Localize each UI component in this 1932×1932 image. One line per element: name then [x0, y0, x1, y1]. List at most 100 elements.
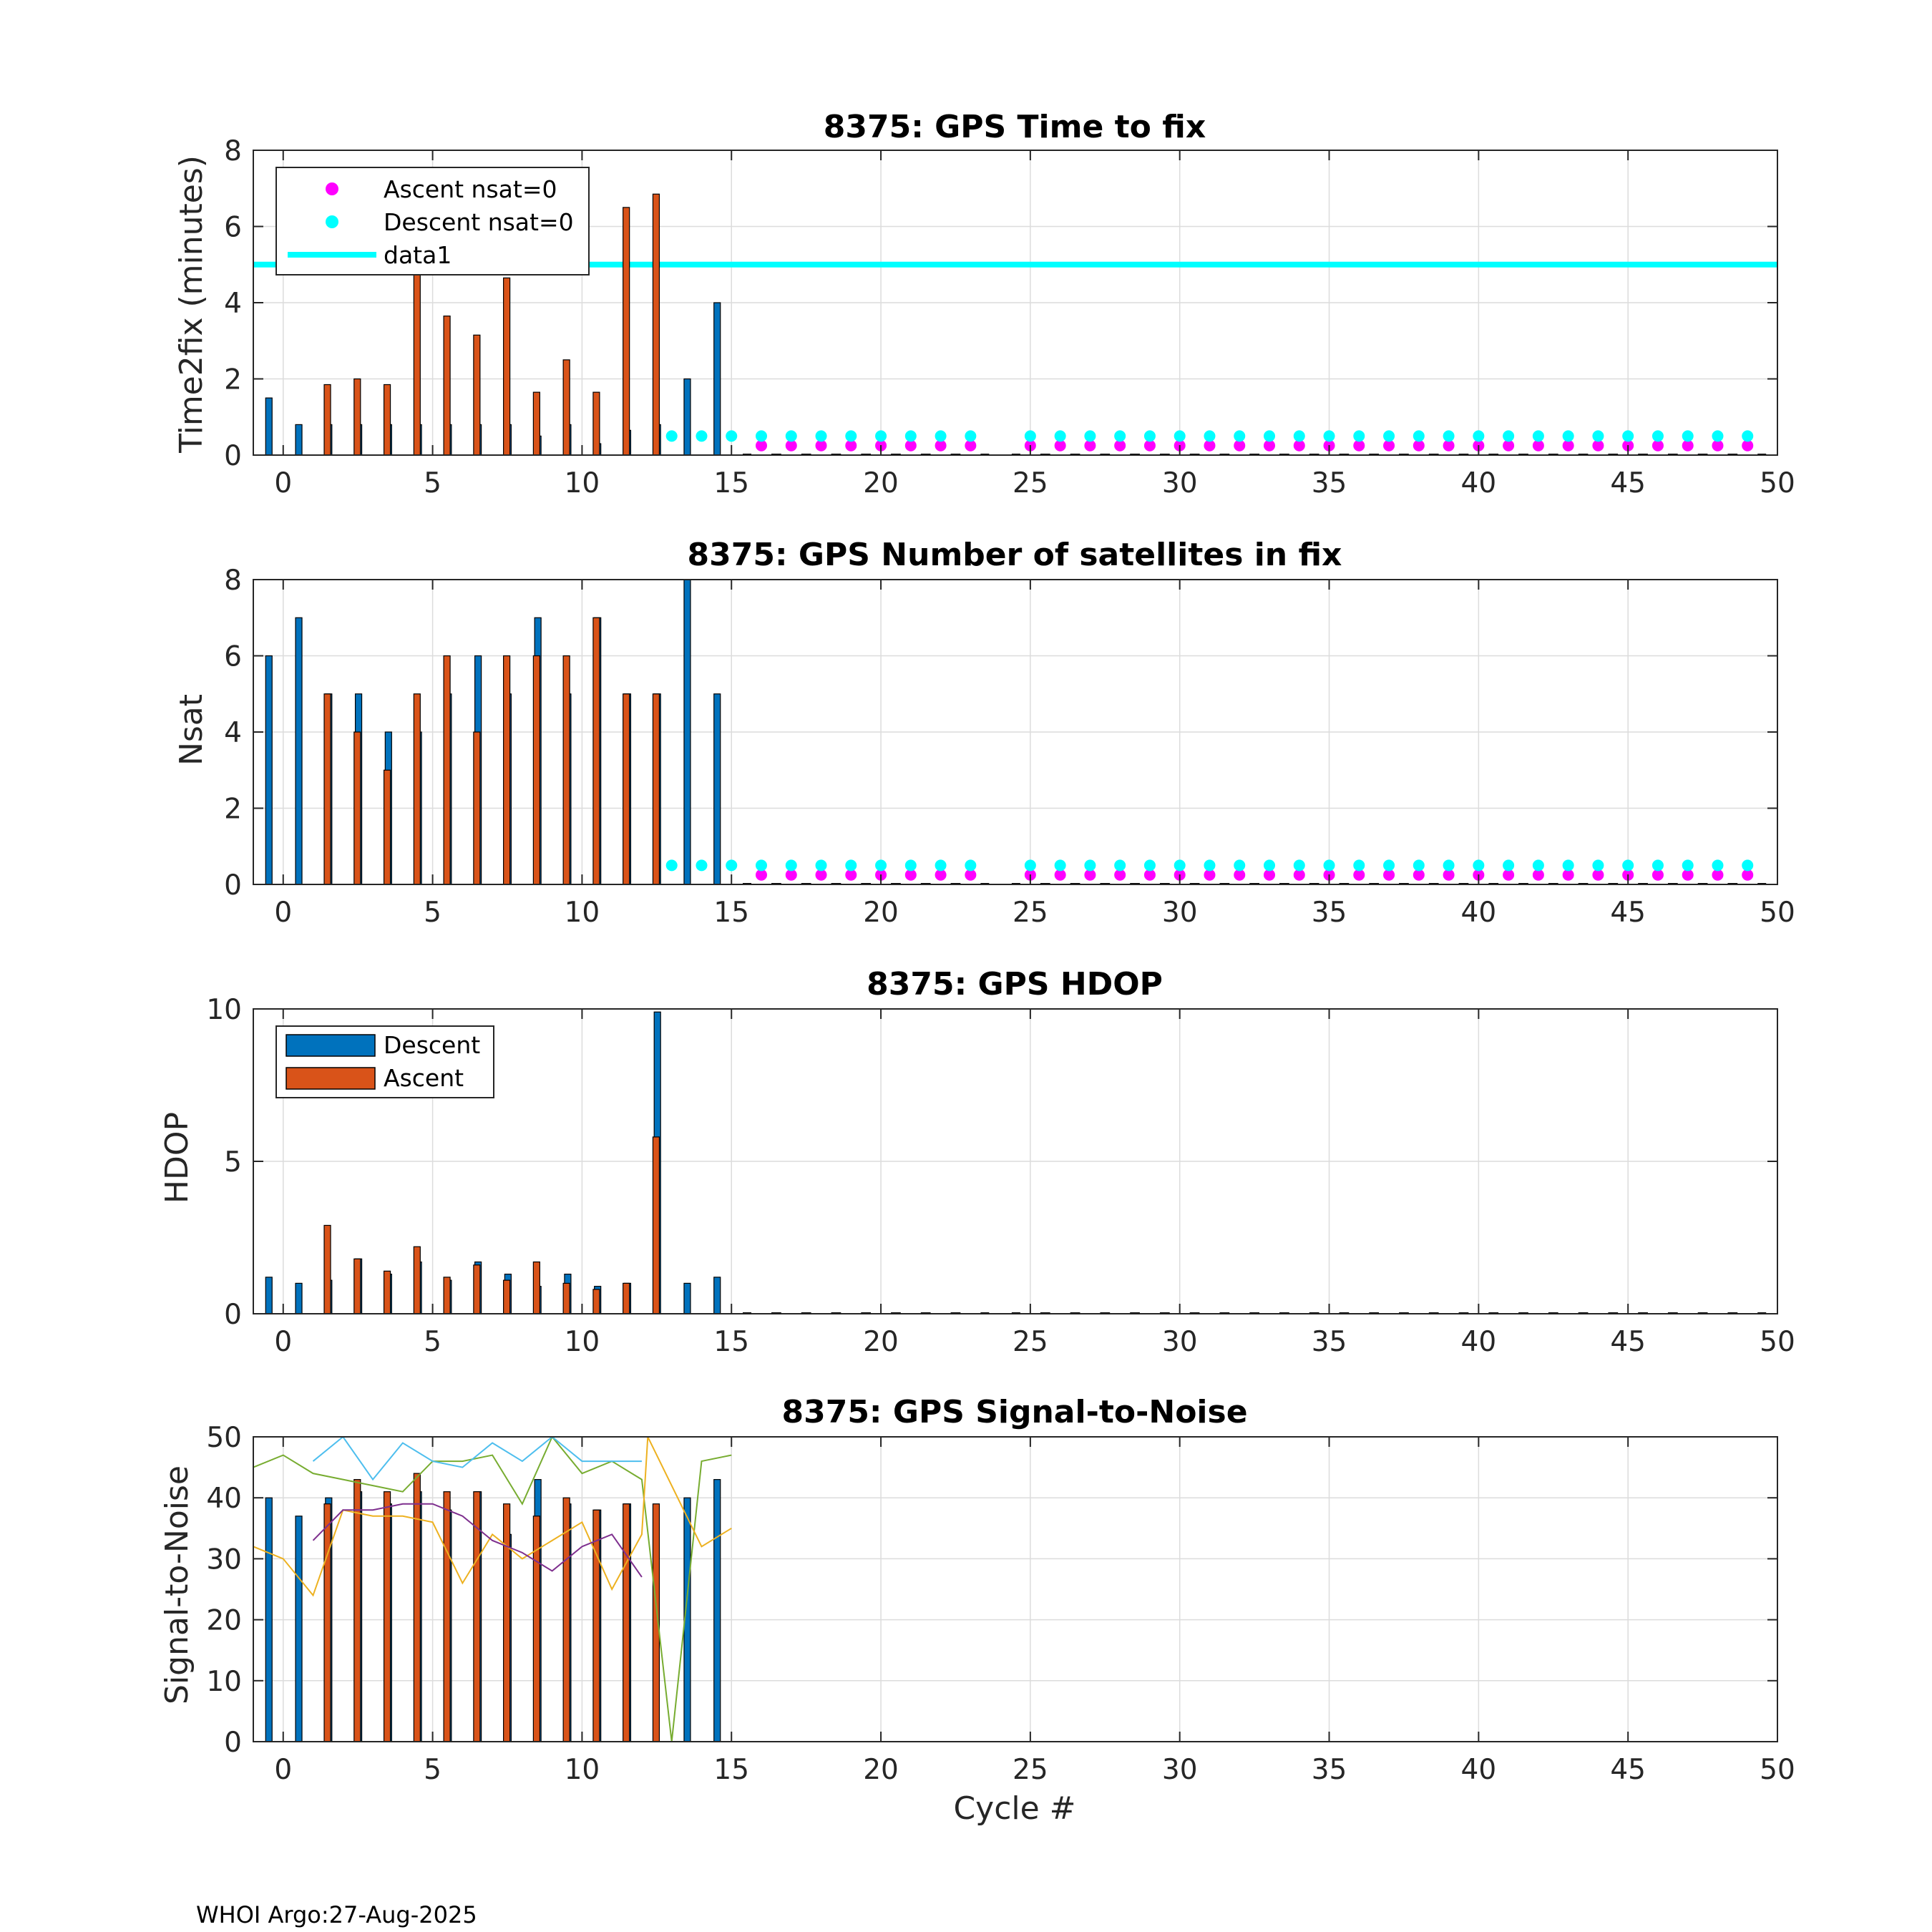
signal-to-noise-title: 8375: GPS Signal-to-Noise: [781, 1394, 1247, 1430]
cyan-marker: [726, 430, 738, 442]
magenta-marker: [1413, 439, 1425, 452]
cyan-marker: [1652, 430, 1664, 442]
ascent-bar: [353, 378, 361, 455]
cyan-marker: [1682, 430, 1694, 442]
descent-bar: [295, 617, 303, 884]
ascent-bar: [623, 207, 630, 455]
magenta-marker: [1293, 869, 1305, 881]
magenta-marker: [1143, 869, 1156, 881]
cyan-marker: [1622, 859, 1634, 872]
x-tick-label: 35: [1312, 897, 1347, 929]
x-tick-label: 40: [1461, 1326, 1497, 1358]
descent-bar: [265, 1497, 273, 1742]
descent-bar: [265, 1277, 273, 1314]
magenta-marker: [1054, 439, 1066, 452]
sn-lightblue-line: [312, 1437, 642, 1481]
ascent-bar: [562, 1282, 570, 1314]
magenta-marker: [904, 869, 917, 881]
cyan-marker: [1114, 430, 1126, 442]
cyan-marker: [785, 859, 797, 872]
x-tick-label: 10: [565, 1326, 600, 1358]
magenta-marker: [1264, 439, 1275, 452]
x-tick-label: 0: [274, 1326, 292, 1358]
magenta-marker: [1353, 869, 1365, 881]
magenta-marker: [815, 869, 827, 881]
y-tick-label: 40: [206, 1483, 242, 1515]
y-tick-label: 6: [224, 212, 242, 244]
ascent-bar: [592, 391, 600, 455]
y-tick-label: 0: [224, 1299, 242, 1331]
ascent-bar: [503, 655, 511, 884]
y-tick-label: 2: [224, 794, 242, 826]
ascent-bar: [503, 1279, 511, 1314]
sn-green-line: [253, 1437, 732, 1742]
cyan-marker: [1532, 859, 1544, 872]
plot-area: [265, 580, 1767, 884]
cyan-marker: [1712, 859, 1724, 872]
magenta-marker: [1443, 439, 1455, 452]
magenta-marker: [1264, 869, 1275, 881]
ascent-bar: [473, 731, 481, 884]
cyan-marker: [1054, 859, 1066, 872]
cyan-marker: [1712, 430, 1724, 442]
descent-bar: [683, 580, 691, 884]
cyan-marker: [1024, 859, 1036, 872]
ascent-bar: [443, 316, 451, 455]
magenta-marker: [935, 439, 947, 452]
cyan-marker: [1234, 859, 1246, 872]
magenta-marker: [1682, 439, 1694, 452]
x-tick-label: 50: [1760, 1754, 1795, 1786]
time-to-fix-ylabel: Time2fix (minutes): [173, 155, 210, 454]
ascent-bar: [623, 1282, 630, 1314]
cyan-marker: [1353, 859, 1365, 872]
x-tick-label: 10: [565, 897, 600, 929]
y-tick-label: 10: [206, 1666, 242, 1698]
magenta-marker: [1592, 439, 1604, 452]
descent-bar: [295, 1282, 303, 1314]
x-tick-label: 0: [274, 897, 292, 929]
x-tick-label: 10: [565, 467, 600, 499]
magenta-marker: [1383, 439, 1395, 452]
cyan-marker: [1443, 430, 1455, 442]
hdop-ylabel: HDOP: [159, 1112, 195, 1204]
hdop-title: 8375: GPS HDOP: [867, 966, 1163, 1002]
ascent-bar: [413, 1246, 421, 1314]
x-tick-label: 0: [274, 1754, 292, 1786]
ascent-bar: [592, 1289, 600, 1314]
cyan-marker: [1054, 430, 1066, 442]
cyan-marker: [1264, 430, 1275, 442]
magenta-marker: [756, 439, 767, 452]
x-tick-label: 20: [863, 1326, 899, 1358]
magenta-marker: [1712, 869, 1724, 881]
x-tick-label: 25: [1013, 467, 1048, 499]
x-tick-label: 30: [1162, 467, 1198, 499]
magenta-marker: [1204, 869, 1216, 881]
magenta-marker: [785, 439, 797, 452]
magenta-marker: [815, 439, 827, 452]
x-tick-label: 45: [1610, 1754, 1646, 1786]
sn-purple-line: [312, 1503, 643, 1578]
legend-swatch: [286, 1034, 376, 1057]
ascent-bar: [413, 1473, 421, 1742]
x-tick-label: 35: [1312, 467, 1347, 499]
x-tick-label: 5: [424, 467, 441, 499]
x-tick-label: 50: [1760, 1326, 1795, 1358]
ascent-bar: [473, 334, 481, 455]
ascent-bar: [443, 655, 451, 884]
magenta-marker: [935, 869, 947, 881]
legend-label: Descent: [384, 1031, 480, 1059]
ascent-bar: [473, 1264, 481, 1314]
descent-bar: [713, 302, 721, 455]
y-tick-label: 0: [224, 440, 242, 472]
cyan-marker: [1174, 430, 1186, 442]
y-tick-label: 8: [224, 565, 242, 597]
cyan-marker: [1084, 859, 1096, 872]
legend-marker: [326, 215, 338, 228]
cyan-marker: [904, 430, 917, 442]
x-tick-label: 40: [1461, 897, 1497, 929]
cyan-marker: [965, 430, 977, 442]
magenta-marker: [1652, 869, 1664, 881]
y-tick-label: 30: [206, 1543, 242, 1576]
x-tick-label: 30: [1162, 1754, 1198, 1786]
